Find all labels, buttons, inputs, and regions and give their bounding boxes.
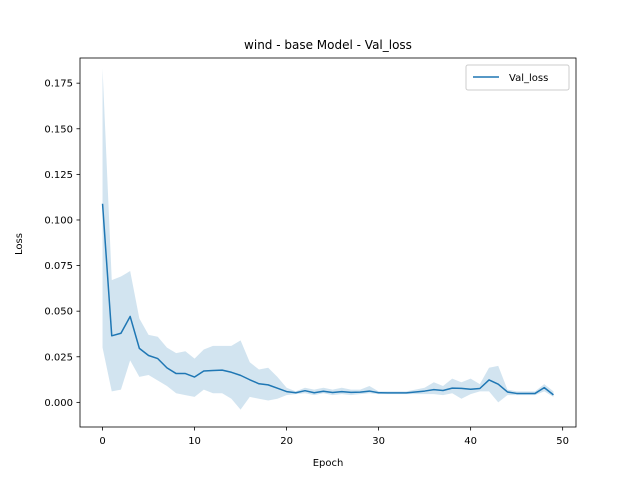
y-tick-label: 0.050 bbox=[44, 307, 73, 318]
chart-title: wind - base Model - Val_loss bbox=[244, 38, 412, 52]
y-tick-label: 0.175 bbox=[44, 79, 73, 90]
x-tick-label: 20 bbox=[280, 436, 293, 447]
y-tick-label: 0.025 bbox=[44, 352, 73, 363]
plot-area bbox=[101, 68, 554, 410]
x-tick-label: 40 bbox=[464, 436, 477, 447]
x-tick-label: 10 bbox=[188, 436, 201, 447]
axes: 0 10 20 30 40 50 0.000 0.025 0.050 0.075 0.100 0.12… bbox=[44, 57, 577, 447]
series-line-0 bbox=[101, 203, 554, 396]
y-axis-label: Loss bbox=[14, 233, 25, 255]
y-tick-label: 0.150 bbox=[44, 124, 73, 135]
x-axis-label: Epoch bbox=[313, 458, 344, 469]
legend-box bbox=[465, 64, 570, 91]
y-tick-label: 0.100 bbox=[44, 215, 73, 226]
y-tick-label: 0.075 bbox=[44, 261, 73, 272]
legend-label: Val_loss bbox=[509, 73, 548, 84]
x-tick-label: 0 bbox=[99, 436, 105, 447]
x-tick-label: 50 bbox=[556, 436, 569, 447]
axes-frame bbox=[79, 57, 577, 428]
legend: Val_loss bbox=[465, 64, 570, 91]
y-tick-label: 0.000 bbox=[44, 398, 73, 409]
y-tick-label: 0.125 bbox=[44, 170, 73, 181]
x-tick-label: 30 bbox=[372, 436, 385, 447]
